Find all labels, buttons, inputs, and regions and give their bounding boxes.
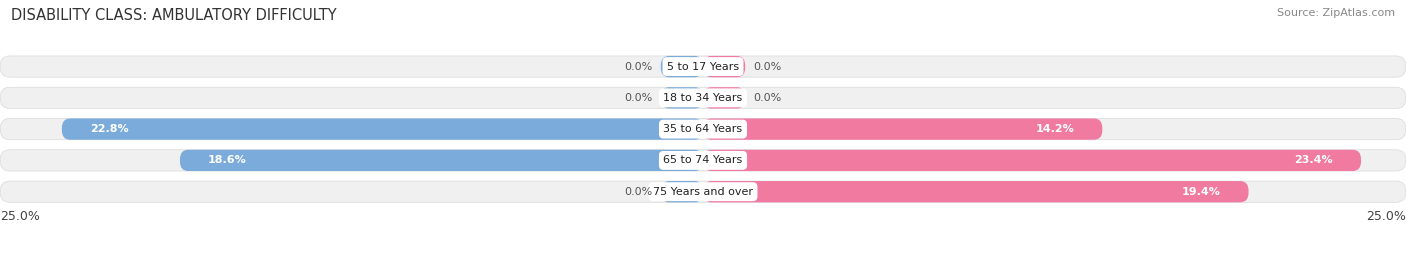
FancyBboxPatch shape [703, 87, 745, 108]
FancyBboxPatch shape [703, 56, 745, 77]
Text: 0.0%: 0.0% [624, 93, 652, 103]
Text: 18.6%: 18.6% [208, 155, 247, 165]
Text: DISABILITY CLASS: AMBULATORY DIFFICULTY: DISABILITY CLASS: AMBULATORY DIFFICULTY [11, 8, 337, 23]
FancyBboxPatch shape [661, 181, 703, 202]
Text: 0.0%: 0.0% [624, 187, 652, 197]
Text: 0.0%: 0.0% [624, 62, 652, 72]
FancyBboxPatch shape [703, 181, 1249, 202]
Text: 14.2%: 14.2% [1035, 124, 1074, 134]
Text: 19.4%: 19.4% [1181, 187, 1220, 197]
FancyBboxPatch shape [661, 87, 703, 108]
Text: 25.0%: 25.0% [1367, 210, 1406, 223]
FancyBboxPatch shape [180, 150, 703, 171]
Text: 23.4%: 23.4% [1295, 155, 1333, 165]
Text: Source: ZipAtlas.com: Source: ZipAtlas.com [1277, 8, 1395, 18]
FancyBboxPatch shape [0, 181, 1406, 202]
Text: 35 to 64 Years: 35 to 64 Years [664, 124, 742, 134]
FancyBboxPatch shape [703, 118, 1102, 140]
Text: 18 to 34 Years: 18 to 34 Years [664, 93, 742, 103]
Text: 65 to 74 Years: 65 to 74 Years [664, 155, 742, 165]
FancyBboxPatch shape [0, 56, 1406, 77]
Text: 0.0%: 0.0% [754, 62, 782, 72]
Text: 22.8%: 22.8% [90, 124, 128, 134]
FancyBboxPatch shape [0, 150, 1406, 171]
FancyBboxPatch shape [661, 56, 703, 77]
Text: 75 Years and over: 75 Years and over [652, 187, 754, 197]
Text: 5 to 17 Years: 5 to 17 Years [666, 62, 740, 72]
Text: 0.0%: 0.0% [754, 93, 782, 103]
FancyBboxPatch shape [0, 87, 1406, 108]
FancyBboxPatch shape [0, 118, 1406, 140]
Legend: Male, Female: Male, Female [636, 264, 770, 269]
FancyBboxPatch shape [62, 118, 703, 140]
Text: 25.0%: 25.0% [0, 210, 39, 223]
FancyBboxPatch shape [703, 150, 1361, 171]
